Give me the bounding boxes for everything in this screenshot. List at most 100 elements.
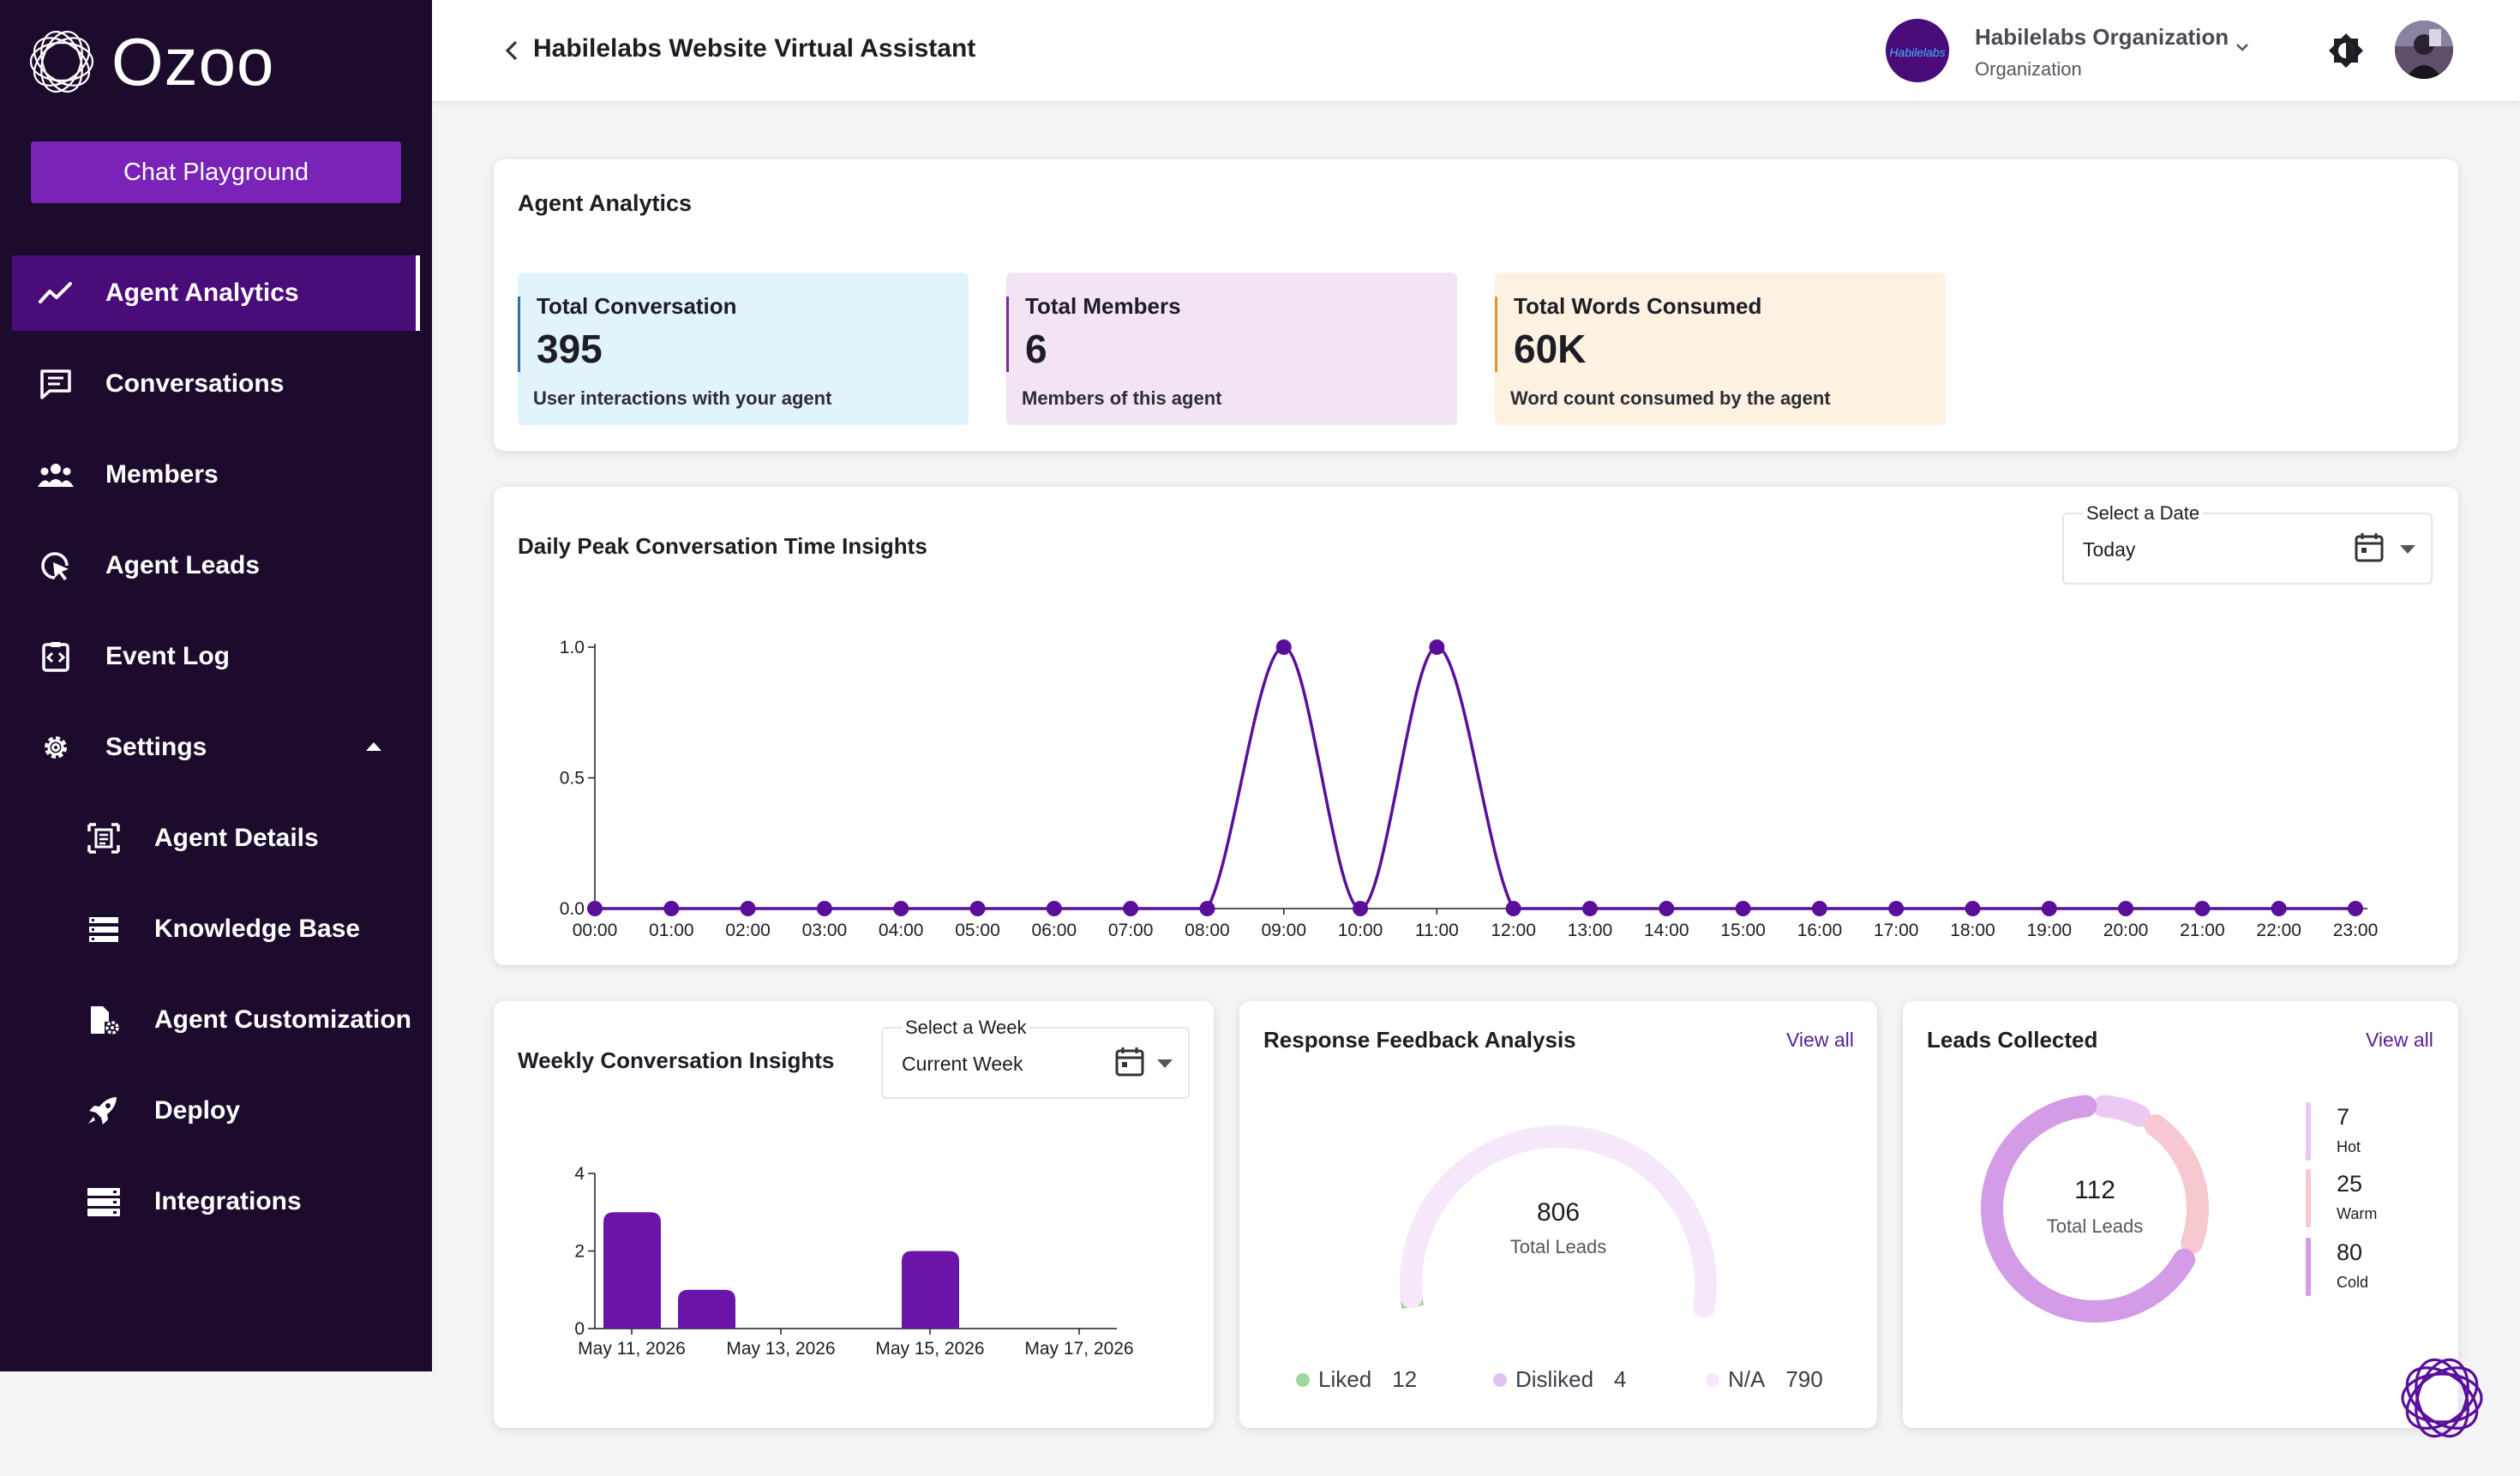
x-tick-label: 20:00 (2103, 921, 2149, 940)
feedback-title: Response Feedback Analysis (1263, 1027, 1576, 1053)
donut-total-label: Total Leads (2047, 1215, 2144, 1237)
chat-assistant-icon[interactable] (2395, 1351, 2489, 1445)
agent-analytics-card: Agent Analytics Total Conversation 395 U… (494, 159, 2458, 451)
data-point (1199, 901, 1215, 916)
bar (902, 1251, 959, 1329)
gauge-total-label: Total Leads (1510, 1236, 1607, 1257)
page-title: Habilelabs Website Virtual Assistant (533, 34, 976, 63)
sidebar-item-members[interactable]: Members (0, 437, 432, 513)
data-point (1811, 901, 1827, 916)
sidebar-item-agent-customization[interactable]: Agent Customization (0, 982, 432, 1058)
data-point (816, 901, 832, 916)
x-tick-label: 10:00 (1338, 921, 1383, 940)
dropdown-arrow-icon[interactable] (2400, 545, 2415, 554)
liked-dot-icon (1296, 1372, 1310, 1387)
sidebar-item-knowledge-base[interactable]: Knowledge Base (0, 891, 432, 967)
data-point (1429, 639, 1445, 655)
calendar-icon[interactable] (2354, 531, 2385, 564)
stat-value: 395 (537, 327, 603, 371)
legend-value: 790 (1785, 1366, 1823, 1392)
week-select[interactable]: Select a Week Current Week (881, 1017, 1190, 1099)
chevron-left-icon[interactable] (502, 38, 521, 63)
lead-cold-arc (1981, 1095, 2196, 1323)
x-tick-label: 17:00 (1874, 921, 1919, 940)
caret-up-icon[interactable] (366, 742, 381, 751)
sidebar-item-conversations[interactable]: Conversations (0, 346, 432, 422)
y-tick-label: 4 (574, 1164, 585, 1184)
legend-value: 12 (1392, 1366, 1418, 1392)
data-point (663, 901, 680, 916)
sidebar-item-agent-analytics[interactable]: Agent Analytics (12, 255, 420, 331)
week-select-value: Current Week (902, 1053, 1023, 1075)
calendar-icon[interactable] (1114, 1046, 1145, 1078)
bar (603, 1212, 661, 1329)
x-tick-label: 03:00 (802, 921, 848, 940)
week-select-label: Select a Week (902, 1017, 1030, 1039)
theme-toggle-icon[interactable] (2328, 33, 2364, 69)
data-point (2041, 901, 2057, 916)
user-photo-icon (2395, 21, 2453, 79)
data-point (1965, 901, 1981, 916)
bar (678, 1289, 735, 1329)
sidebar-item-integrations[interactable]: Integrations (0, 1164, 432, 1239)
weekly-insights-card: Weekly Conversation Insights Select a We… (494, 1001, 1214, 1428)
ozoo-logo-icon (29, 30, 94, 93)
sidebar-item-label: Conversations (105, 369, 285, 398)
feedback-gauge-chart: 806 Total Leads (1400, 1125, 1717, 1318)
stat-total-conversation: Total Conversation 395 User interactions… (518, 273, 969, 425)
date-select[interactable]: Select a Date Today (2062, 502, 2433, 585)
x-tick-label: May 15, 2026 (875, 1339, 984, 1359)
data-point (1659, 901, 1675, 916)
trending-up-icon (39, 282, 72, 303)
data-point (2118, 901, 2134, 916)
data-point (1123, 901, 1139, 916)
stat-description: User interactions with your agent (533, 387, 832, 409)
code-clipboard-icon (42, 642, 69, 672)
data-point (740, 901, 756, 916)
lead-value: 7 (2337, 1104, 2350, 1130)
rocket-icon (88, 1097, 117, 1125)
sidebar-item-deploy[interactable]: Deploy (0, 1073, 432, 1149)
group-icon (38, 464, 74, 487)
x-tick-label: 05:00 (955, 921, 1000, 940)
leads-view-all-link[interactable]: View all (2366, 1029, 2433, 1051)
x-tick-label: 01:00 (649, 921, 694, 940)
x-tick-label: 18:00 (1950, 921, 1995, 940)
sidebar-item-event-log[interactable]: Event Log (0, 619, 432, 694)
lead-label: Warm (2337, 1205, 2378, 1222)
stat-total-words-consumed: Total Words Consumed 60K Word count cons… (1495, 273, 1946, 425)
data-point (1505, 901, 1521, 916)
sidebar-item-settings[interactable]: Settings (0, 710, 432, 785)
x-tick-label: 23:00 (2333, 921, 2379, 940)
gauge-total: 806 (1537, 1198, 1580, 1227)
chat-playground-button[interactable]: Chat Playground (31, 141, 401, 203)
data-point (2271, 901, 2287, 916)
data-point (1046, 901, 1062, 916)
chevron-down-icon[interactable] (2234, 41, 2251, 53)
dropdown-arrow-icon[interactable] (1157, 1059, 1173, 1068)
top-header: Habilelabs Website Virtual Assistant Hab… (432, 0, 2520, 101)
y-tick-label: 1.0 (560, 638, 585, 657)
data-point (1275, 639, 1292, 655)
sidebar-item-agent-leads[interactable]: Agent Leads (0, 528, 432, 603)
weekly-insights-title: Weekly Conversation Insights (518, 1047, 835, 1073)
sidebar-nav: Agent Analytics Conversations Members (0, 255, 432, 1255)
x-tick-label: May 13, 2026 (726, 1339, 835, 1359)
org-name[interactable]: Habilelabs Organization (1975, 24, 2229, 50)
user-avatar[interactable] (2395, 21, 2453, 79)
leads-title: Leads Collected (1927, 1027, 2098, 1053)
na-arc (1400, 1125, 1717, 1318)
leads-donut-chart: 112 Total Leads (1981, 1095, 2209, 1323)
cursor-click-icon (41, 552, 69, 580)
list-icon (89, 917, 118, 942)
feedback-view-all-link[interactable]: View all (1786, 1029, 1854, 1051)
series-line (594, 645, 2355, 910)
x-tick-label: 21:00 (2180, 921, 2225, 940)
app-logo[interactable]: Ozoo (26, 26, 274, 98)
sidebar-item-label: Deploy (154, 1096, 241, 1125)
y-tick-label: 0 (574, 1319, 585, 1339)
sidebar-item-agent-details[interactable]: Agent Details (0, 801, 432, 876)
y-tick-label: 2 (574, 1242, 585, 1262)
legend-value: 4 (1614, 1366, 1627, 1392)
org-avatar[interactable]: Habilelabs (1886, 19, 1949, 82)
